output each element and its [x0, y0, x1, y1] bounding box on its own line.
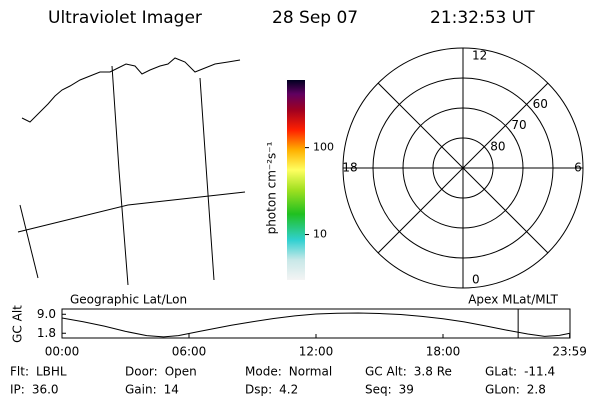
map: [17, 57, 246, 286]
title: Ultraviolet Imager: [48, 8, 202, 28]
colorbar-tick-label: 10: [313, 228, 327, 241]
annotation: Geographic Lat/Lon: [70, 293, 187, 307]
status-value: 4.2: [279, 383, 298, 397]
status-value: 2.8: [527, 383, 546, 397]
grid-line: [19, 204, 39, 279]
y-tick-label: 9.0: [37, 307, 56, 321]
status-key: Dsp:: [245, 383, 272, 397]
x-tick-label: 06:00: [172, 345, 207, 359]
coastline: [21, 57, 241, 123]
polar-spoke: [377, 82, 549, 254]
timeline: Geographic Lat/Lon Apex MLat/MLT GC Alt 9.0…: [11, 293, 587, 359]
colorbar-label: photon cm⁻²s⁻¹: [265, 141, 279, 234]
status-panel: Flt: LBHL Door: Open Mode: Normal GC Alt: 3.8 R…: [10, 365, 555, 397]
status-value: -11.4: [524, 365, 555, 379]
x-tick-label: 12:00: [299, 345, 334, 359]
status-key: Flt:: [10, 365, 29, 379]
lat-label: 60: [533, 97, 548, 111]
annotation: Apex MLat/MLT: [468, 293, 558, 307]
mlt-label: 6: [574, 161, 582, 175]
altitude-line: [61, 312, 571, 338]
grid-line: [199, 77, 215, 281]
lat-label: 70: [511, 118, 526, 132]
time: 21:32:53 UT: [430, 8, 535, 28]
status-key: Mode:: [245, 365, 282, 379]
date: 28 Sep 07: [272, 8, 358, 28]
y-tick-label: 1.8: [37, 326, 56, 340]
status-key: GLon:: [485, 383, 520, 397]
status-value: 14: [164, 383, 179, 397]
lat-label: 80: [490, 139, 505, 153]
status-value: 3.8 Re: [414, 365, 452, 379]
status-value: Normal: [289, 365, 332, 379]
color-bar: [287, 80, 305, 280]
status-key: Gain:: [125, 383, 157, 397]
lat-ring: [402, 107, 524, 229]
status-key: GLat:: [485, 365, 517, 379]
status-value: LBHL: [36, 365, 67, 379]
status-value: 39: [399, 383, 414, 397]
lat-ring: [372, 77, 554, 259]
status-key: Seq:: [365, 383, 392, 397]
mlt-label: 18: [342, 161, 357, 175]
colorbar-tick-label: 100: [313, 141, 334, 154]
mlt-label: 12: [472, 49, 487, 63]
lat-ring: [432, 137, 494, 199]
status-key: Door:: [125, 365, 158, 379]
status-key: GC Alt:: [365, 365, 407, 379]
status-key: IP:: [10, 383, 25, 397]
grid-line: [111, 65, 129, 286]
status-value: 36.0: [32, 383, 59, 397]
status-value: Open: [165, 365, 197, 379]
x-tick-label: 18:00: [426, 345, 461, 359]
grid-line: [17, 191, 246, 233]
x-tick-label: 00:00: [45, 345, 80, 359]
mlt-label: 0: [472, 273, 480, 287]
y-axis-label: GC Alt: [11, 305, 25, 343]
x-tick-label: 23:59: [552, 345, 587, 359]
